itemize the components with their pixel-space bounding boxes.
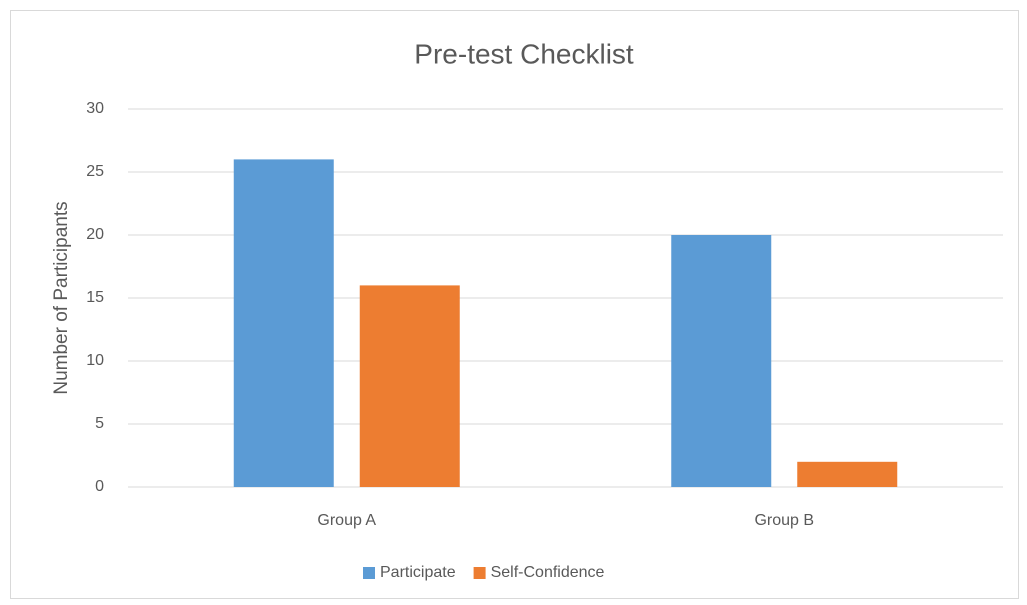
x-tick-label: Group A	[317, 512, 376, 529]
y-tick-label: 25	[86, 163, 104, 180]
legend-label: Participate	[380, 564, 456, 581]
chart-border	[10, 10, 1019, 599]
legend-swatch	[473, 567, 486, 579]
bar	[671, 235, 772, 487]
y-tick-label: 5	[95, 415, 104, 432]
x-tick-label: Group B	[754, 512, 814, 529]
bar	[233, 159, 334, 487]
y-tick-label: 15	[86, 289, 104, 306]
bar	[359, 285, 460, 487]
legend-swatch	[363, 567, 375, 579]
y-tick-label: 0	[95, 478, 104, 495]
y-tick-label: 20	[86, 226, 104, 243]
y-tick-label: 30	[86, 100, 104, 117]
y-tick-label: 10	[86, 352, 104, 369]
bar	[797, 461, 898, 487]
y-axis-label: Number of Participants	[51, 201, 72, 394]
chart-title: Pre-test Checklist	[414, 38, 634, 69]
legend-label: Self-Confidence	[491, 564, 605, 581]
